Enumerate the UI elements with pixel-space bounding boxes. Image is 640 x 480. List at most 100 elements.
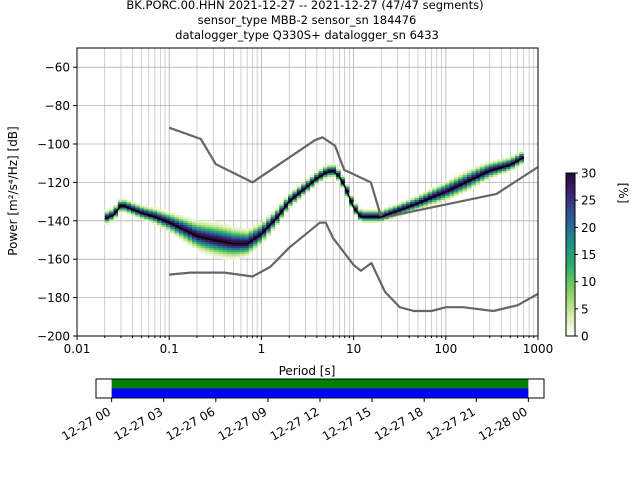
histogram-cell — [336, 176, 341, 179]
histogram-cell — [440, 193, 446, 197]
histogram-cell — [453, 192, 459, 195]
histogram-cell — [462, 188, 468, 191]
histogram-cell — [139, 209, 145, 212]
histogram-cell — [200, 234, 206, 237]
histogram-cell — [497, 170, 503, 174]
histogram-cell — [471, 168, 477, 172]
histogram-cell — [488, 167, 494, 170]
histogram-cell — [336, 168, 341, 172]
histogram-cell — [240, 240, 245, 243]
histogram-cell — [205, 240, 210, 243]
histogram-cell — [357, 211, 363, 214]
histogram-cell — [475, 165, 481, 168]
histogram-cell — [397, 211, 402, 214]
histogram-cell — [187, 240, 193, 243]
histogram-cell — [135, 203, 140, 206]
histogram-cell — [192, 218, 197, 222]
histogram-cell — [340, 174, 346, 177]
histogram-cell — [104, 218, 110, 222]
histogram-cell — [305, 188, 311, 191]
histogram-cell — [362, 218, 367, 222]
histogram-cell — [192, 228, 197, 231]
histogram-cell — [244, 243, 250, 247]
histogram-cell — [427, 195, 433, 199]
histogram-cell — [174, 213, 180, 216]
histogram-cell — [418, 197, 424, 200]
histogram-cell — [501, 159, 507, 162]
histogram-cell — [209, 245, 215, 248]
histogram-cell — [170, 218, 175, 222]
histogram-cell — [235, 249, 241, 252]
histogram-cell — [218, 234, 223, 237]
histogram-cell — [187, 234, 193, 237]
histogram-cell — [314, 180, 319, 183]
histogram-cell — [471, 180, 477, 183]
histogram-cell — [480, 168, 485, 172]
histogram-cell — [357, 213, 363, 216]
histogram-cell — [288, 192, 293, 195]
grid-lines — [76, 48, 538, 337]
histogram-cell — [183, 216, 188, 220]
histogram-cell — [432, 199, 437, 202]
histogram-cell — [305, 182, 311, 185]
histogram-cell — [279, 215, 284, 218]
histogram-cell — [501, 168, 507, 172]
histogram-cell — [410, 207, 415, 210]
histogram-cell — [283, 199, 289, 202]
histogram-cell — [327, 172, 332, 176]
histogram-cell — [466, 174, 472, 177]
histogram-cell — [218, 249, 223, 252]
histogram-cell — [135, 205, 140, 208]
histogram-cell — [440, 186, 446, 189]
histogram-cell — [514, 163, 520, 166]
histogram-cell — [117, 199, 123, 202]
histogram-cell — [519, 155, 525, 158]
histogram-cell — [213, 253, 219, 256]
histogram-cell — [362, 216, 367, 220]
histogram-cell — [453, 184, 459, 187]
histogram-cell — [462, 180, 468, 183]
histogram-cell — [218, 255, 223, 258]
histogram-cell — [327, 168, 332, 172]
histogram-cell — [157, 209, 162, 212]
x-tick-label: 0.1 — [160, 342, 179, 356]
histogram-cell — [209, 228, 215, 231]
histogram-cell — [205, 247, 210, 250]
histogram-cell — [200, 249, 206, 252]
histogram-cell — [370, 218, 376, 222]
histogram-cell — [366, 220, 372, 224]
histogram-cell — [231, 255, 236, 258]
histogram-cell — [440, 182, 446, 185]
histogram-cell — [445, 182, 450, 185]
histogram-cell — [226, 232, 232, 235]
histogram-cell — [218, 245, 223, 248]
histogram-cell — [240, 247, 245, 250]
histogram-cell — [519, 159, 525, 162]
histogram-cell — [349, 203, 354, 206]
histogram-cell — [200, 220, 206, 224]
histogram-cell — [226, 226, 232, 229]
histogram-cell — [471, 178, 477, 181]
histogram-cell — [296, 188, 302, 191]
x-tick-label: 1 — [258, 342, 266, 356]
histogram-cell — [327, 165, 332, 168]
histogram-cell — [244, 241, 250, 245]
histogram-cell — [244, 245, 250, 248]
histogram-cell — [471, 182, 477, 185]
histogram-cell — [314, 174, 319, 177]
histogram-cell — [501, 172, 507, 176]
histogram-cell — [200, 224, 206, 227]
histogram-cell — [205, 245, 210, 248]
histogram-cell — [349, 197, 354, 200]
histogram-cell — [157, 215, 162, 218]
histogram-cell — [309, 184, 315, 187]
histogram-cell — [200, 226, 206, 229]
histogram-cell — [248, 228, 254, 231]
histogram-cell — [253, 247, 258, 250]
histogram-cell — [218, 241, 223, 245]
histogram-cell — [344, 193, 350, 197]
histogram-cell — [432, 197, 437, 200]
histogram-cell — [183, 220, 188, 224]
histogram-cell — [410, 205, 415, 208]
histogram-cell — [187, 236, 193, 239]
